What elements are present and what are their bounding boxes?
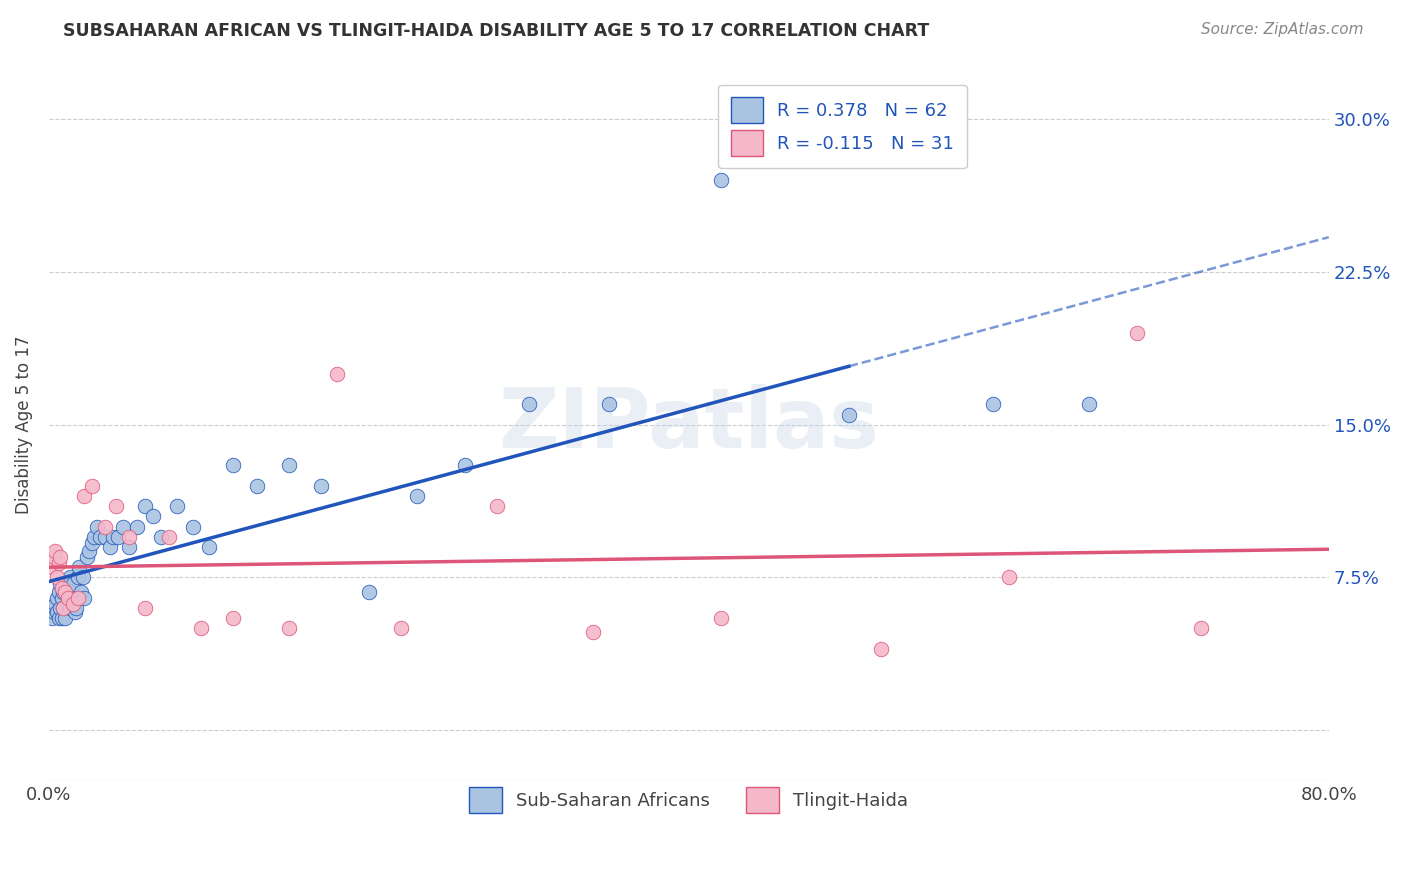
Point xyxy=(598,397,620,411)
Point xyxy=(86,519,108,533)
Point xyxy=(105,499,128,513)
Point xyxy=(63,605,86,619)
Point xyxy=(869,641,891,656)
Point xyxy=(98,540,121,554)
Point xyxy=(46,605,69,619)
Point xyxy=(46,591,69,605)
Point xyxy=(72,570,94,584)
Point xyxy=(42,550,65,565)
Point xyxy=(49,601,72,615)
Point xyxy=(94,530,117,544)
Point xyxy=(44,601,66,615)
Point xyxy=(83,530,105,544)
Point xyxy=(42,605,65,619)
Point xyxy=(60,584,83,599)
Point xyxy=(357,584,380,599)
Point xyxy=(53,576,76,591)
Point xyxy=(157,530,180,544)
Point xyxy=(111,519,134,533)
Point xyxy=(53,584,76,599)
Point xyxy=(246,479,269,493)
Point xyxy=(52,601,75,615)
Point xyxy=(998,570,1021,584)
Point xyxy=(51,581,73,595)
Point xyxy=(118,540,141,554)
Point xyxy=(454,458,477,473)
Point xyxy=(48,556,70,570)
Point xyxy=(222,458,245,473)
Point xyxy=(41,560,63,574)
Point xyxy=(134,601,156,615)
Point xyxy=(52,601,75,615)
Point xyxy=(66,570,89,584)
Point xyxy=(62,576,84,591)
Point xyxy=(59,601,82,615)
Point xyxy=(51,611,73,625)
Point xyxy=(82,479,104,493)
Point xyxy=(70,584,93,599)
Point xyxy=(65,601,87,615)
Point xyxy=(77,544,100,558)
Point xyxy=(94,519,117,533)
Point xyxy=(49,550,72,565)
Point xyxy=(1189,621,1212,635)
Point xyxy=(389,621,412,635)
Point xyxy=(406,489,429,503)
Point xyxy=(41,611,63,625)
Point xyxy=(51,591,73,605)
Point xyxy=(44,597,66,611)
Point xyxy=(582,625,605,640)
Point xyxy=(149,530,172,544)
Point xyxy=(76,550,98,565)
Point xyxy=(48,584,70,599)
Y-axis label: Disability Age 5 to 17: Disability Age 5 to 17 xyxy=(15,335,32,514)
Point xyxy=(710,611,733,625)
Point xyxy=(517,397,540,411)
Point xyxy=(1077,397,1099,411)
Point xyxy=(181,519,204,533)
Point xyxy=(125,519,148,533)
Point xyxy=(278,621,301,635)
Point xyxy=(59,570,82,584)
Point xyxy=(710,173,733,187)
Point xyxy=(67,560,90,574)
Text: SUBSAHARAN AFRICAN VS TLINGIT-HAIDA DISABILITY AGE 5 TO 17 CORRELATION CHART: SUBSAHARAN AFRICAN VS TLINGIT-HAIDA DISA… xyxy=(63,22,929,40)
Point xyxy=(66,591,89,605)
Point xyxy=(52,584,75,599)
Point xyxy=(485,499,508,513)
Point xyxy=(222,611,245,625)
Text: Source: ZipAtlas.com: Source: ZipAtlas.com xyxy=(1201,22,1364,37)
Point xyxy=(190,621,212,635)
Point xyxy=(56,597,79,611)
Legend: Sub-Saharan Africans, Tlingit-Haida: Sub-Saharan Africans, Tlingit-Haida xyxy=(457,774,921,825)
Point xyxy=(166,499,188,513)
Point xyxy=(326,367,349,381)
Point xyxy=(1126,326,1149,340)
Point xyxy=(55,584,77,599)
Point xyxy=(198,540,221,554)
Point xyxy=(46,570,69,584)
Point xyxy=(44,544,66,558)
Point xyxy=(82,536,104,550)
Point xyxy=(73,591,96,605)
Point xyxy=(53,611,76,625)
Text: ZIPatlas: ZIPatlas xyxy=(498,384,879,466)
Point xyxy=(101,530,124,544)
Point xyxy=(278,458,301,473)
Point xyxy=(73,489,96,503)
Point xyxy=(134,499,156,513)
Point xyxy=(49,576,72,591)
Point xyxy=(838,408,860,422)
Point xyxy=(62,597,84,611)
Point xyxy=(48,611,70,625)
Point xyxy=(309,479,332,493)
Point xyxy=(89,530,111,544)
Point xyxy=(142,509,165,524)
Point xyxy=(981,397,1004,411)
Point xyxy=(56,581,79,595)
Point xyxy=(107,530,129,544)
Point xyxy=(118,530,141,544)
Point xyxy=(56,591,79,605)
